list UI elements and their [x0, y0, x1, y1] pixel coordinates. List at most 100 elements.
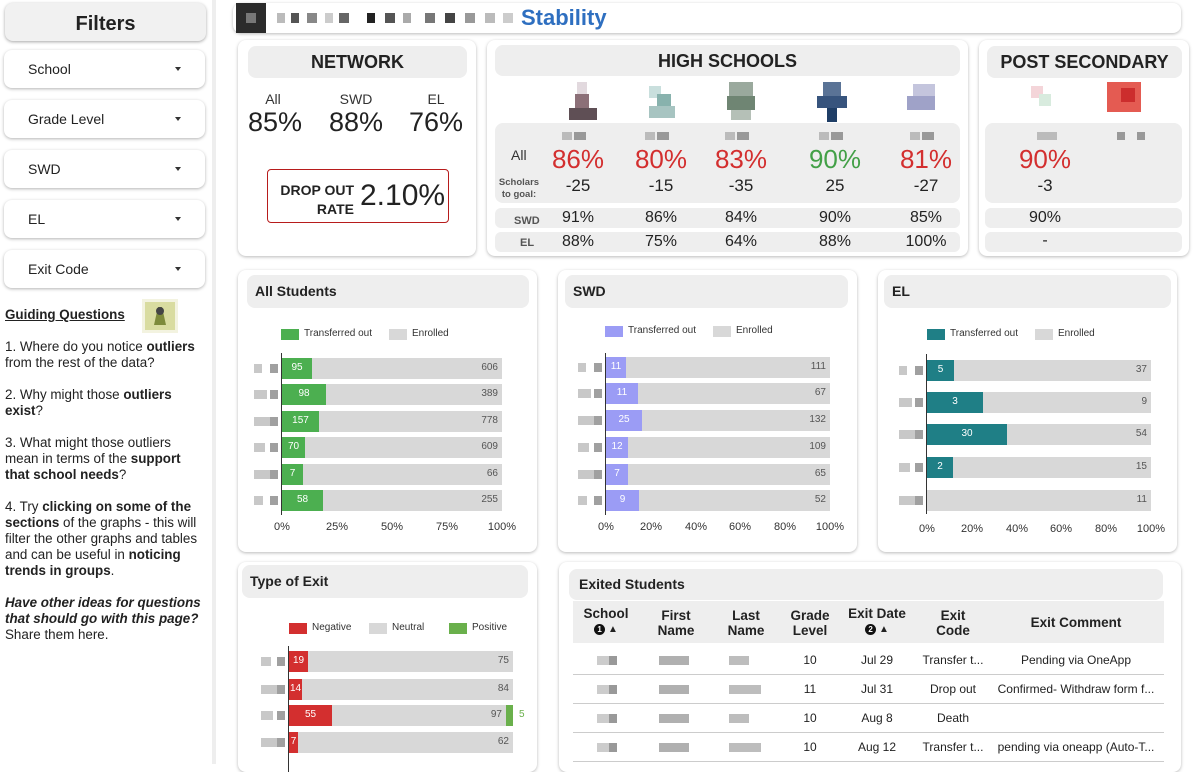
bar-enrolled[interactable] — [303, 464, 502, 485]
type-of-exit-title: Type of Exit — [242, 565, 528, 598]
school-filter[interactable]: School — [4, 50, 205, 88]
bar-transferred[interactable] — [282, 464, 303, 485]
school-all-rate: 90% — [808, 144, 862, 174]
bar-negative-label: 7 — [290, 736, 297, 747]
bar-enrolled[interactable] — [323, 490, 502, 511]
logo-icon — [236, 3, 266, 33]
bar-enrolled[interactable] — [628, 437, 830, 458]
bar-enrolled[interactable] — [953, 457, 1151, 478]
pixelated-row-label — [899, 430, 917, 439]
pixelated-row-label — [261, 738, 279, 747]
post-secondary-goal: -3 — [1037, 176, 1053, 195]
bar-enrolled[interactable] — [954, 360, 1151, 381]
guiding-questions-link[interactable]: Guiding Questions — [5, 307, 125, 322]
pixelated-row-label — [594, 389, 602, 398]
bar-enrolled[interactable] — [639, 490, 830, 511]
table-row[interactable]: 11 Jul 31 Drop out Confirmed- Withdraw form… — [573, 675, 1164, 704]
sort-order-icon: 1 — [594, 624, 606, 635]
swd-filter[interactable]: SWD — [4, 150, 205, 188]
bar-enrolled[interactable] — [638, 383, 830, 404]
grade-level-filter[interactable]: Grade Level — [4, 100, 205, 138]
bar-transferred-label: 3 — [952, 396, 958, 407]
type-of-exit-chart[interactable]: Type of Exit Negative Neutral Positive 19 75… — [238, 562, 537, 772]
bar-negative[interactable] — [289, 705, 332, 726]
bar-neutral-label: 97 — [490, 709, 502, 720]
bar-negative-label: 19 — [292, 655, 305, 666]
bar-enrolled[interactable] — [927, 490, 1151, 511]
bar-enrolled-label: 67 — [814, 387, 826, 398]
network-all: All 85% — [248, 91, 303, 137]
bar-neutral[interactable] — [298, 732, 513, 753]
x-tick-label: 40% — [1005, 523, 1029, 535]
swd-chart[interactable]: SWD Transferred out Enrolled 11 111 11 67 25 13… — [558, 270, 857, 552]
legend-label-transferred: Transferred out — [304, 328, 372, 339]
col-exit-comment[interactable]: Exit Comment — [1030, 615, 1122, 630]
bar-transferred[interactable] — [282, 411, 319, 432]
pixelated-name — [831, 132, 843, 140]
pixelated-row-label — [578, 363, 586, 372]
bar-enrolled-label: 609 — [481, 441, 498, 452]
el-filter[interactable]: EL — [4, 200, 205, 238]
bar-negative[interactable] — [289, 651, 308, 672]
bar-transferred[interactable] — [282, 437, 305, 458]
bar-transferred[interactable] — [606, 383, 638, 404]
row-label-goal: Scholars to goal: — [498, 177, 540, 200]
legend-swatch-enrolled — [389, 329, 407, 340]
high-schools-card: HIGH SCHOOLS All Scholars to goal: SWD EL… — [487, 40, 968, 256]
bar-enrolled[interactable] — [626, 357, 830, 378]
cell-exit-code: Drop out — [929, 682, 977, 696]
table-row[interactable]: 10 Aug 12 Transfer t... pending via oneapp … — [573, 733, 1164, 762]
col-first-name[interactable]: First Name — [657, 608, 695, 638]
bar-enrolled[interactable] — [326, 384, 502, 405]
col-grade-level[interactable]: Grade Level — [790, 608, 830, 638]
bar-transferred[interactable] — [282, 490, 323, 511]
bar-transferred[interactable] — [927, 424, 1007, 445]
bar-transferred[interactable] — [927, 392, 983, 413]
bar-transferred[interactable] — [606, 410, 642, 431]
col-exit-date[interactable]: Exit Date 2 ▲ — [848, 606, 906, 635]
bar-neutral[interactable] — [302, 679, 513, 700]
el-chart[interactable]: EL Transferred out Enrolled 5 37 3 9 30 54 2 15 11… — [878, 270, 1177, 552]
bar-transferred[interactable] — [606, 357, 626, 378]
bar-enrolled[interactable] — [628, 464, 830, 485]
pixelated-name — [574, 132, 586, 140]
bar-transferred[interactable] — [927, 457, 953, 478]
table-row[interactable]: 10 Aug 8 Death — [573, 704, 1164, 733]
bar-enrolled[interactable] — [642, 410, 830, 431]
bar-transferred[interactable] — [606, 464, 628, 485]
post-secondary-all: 90% — [1018, 144, 1072, 174]
bar-enrolled[interactable] — [312, 358, 502, 379]
bar-transferred[interactable] — [606, 490, 639, 511]
col-school[interactable]: School 1 ▲ — [583, 606, 629, 635]
pixelated-name — [1137, 132, 1145, 140]
bar-neutral[interactable] — [308, 651, 513, 672]
bar-enrolled[interactable] — [305, 437, 502, 458]
pixelated-first-name — [659, 656, 689, 665]
table-row[interactable]: 10 Jul 29 Transfer t... Pending via OneApp — [573, 646, 1164, 675]
pixelated-row-label — [915, 398, 923, 407]
bar-transferred[interactable] — [927, 360, 954, 381]
y-axis-line — [926, 354, 927, 514]
school-scholars-to-goal: -15 — [648, 176, 674, 195]
bar-transferred[interactable] — [606, 437, 628, 458]
all-students-chart[interactable]: All Students Transferred out Enrolled 95 60… — [238, 270, 537, 552]
bar-enrolled-label: 66 — [486, 468, 498, 479]
pixelated-row-label — [578, 389, 591, 398]
pixelated-row-label — [254, 364, 262, 373]
bar-enrolled[interactable] — [983, 392, 1151, 413]
bar-enrolled[interactable] — [319, 411, 502, 432]
bar-neutral[interactable] — [332, 705, 506, 726]
exit-code-filter[interactable]: Exit Code — [4, 250, 205, 288]
bar-enrolled[interactable] — [1007, 424, 1151, 445]
col-last-name[interactable]: Last Name — [727, 608, 765, 638]
col-exit-code[interactable]: Exit Code — [936, 608, 970, 638]
bar-negative[interactable] — [289, 679, 302, 700]
bar-transferred[interactable] — [282, 358, 312, 379]
x-tick-label: 80% — [1094, 523, 1118, 535]
pixelated-last-name — [729, 714, 749, 723]
pixelated-school — [609, 743, 617, 752]
bar-transferred[interactable] — [282, 384, 326, 405]
school-logo-3 — [725, 82, 757, 122]
bar-positive[interactable] — [506, 705, 513, 726]
bar-negative[interactable] — [289, 732, 298, 753]
